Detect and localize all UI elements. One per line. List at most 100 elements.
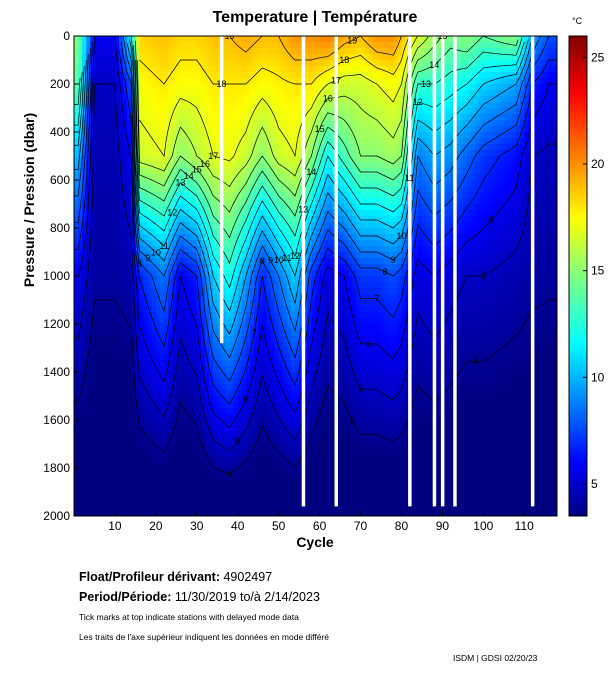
heatmap-cell — [237, 330, 243, 337]
heatmap-cell — [213, 348, 218, 355]
heatmap-cell — [262, 378, 267, 385]
heatmap-cell — [143, 354, 149, 361]
heatmap-cell — [254, 114, 259, 121]
heatmap-cell — [176, 186, 182, 193]
heatmap-cell — [286, 216, 292, 223]
heatmap-cell — [323, 84, 329, 91]
heatmap-cell — [78, 468, 83, 475]
heatmap-cell — [159, 156, 165, 163]
heatmap-cell — [290, 336, 296, 343]
heatmap-cell — [270, 480, 276, 487]
heatmap-cell — [204, 288, 210, 295]
heatmap-cell — [184, 54, 190, 61]
heatmap-cell — [94, 78, 100, 85]
heatmap-cell — [225, 246, 231, 253]
heatmap-cell — [262, 270, 267, 277]
heatmap-cell — [184, 168, 190, 175]
heatmap-cell — [213, 498, 218, 505]
heatmap-cell — [241, 252, 247, 259]
heatmap-cell — [217, 222, 222, 229]
heatmap-cell — [139, 210, 145, 217]
heatmap-cell — [168, 42, 173, 49]
heatmap-cell — [102, 438, 108, 445]
heatmap-cell — [114, 54, 120, 61]
heatmap-cell — [270, 510, 276, 516]
heatmap-cell — [323, 162, 329, 169]
heatmap-cell — [123, 438, 128, 445]
heatmap-cell — [192, 174, 198, 181]
heatmap-cell — [172, 120, 177, 127]
heatmap-cell — [250, 408, 255, 415]
heatmap-cell — [299, 270, 304, 277]
heatmap-cell — [131, 222, 136, 229]
heatmap-cell — [266, 438, 272, 445]
heatmap-cell — [237, 348, 243, 355]
heatmap-cell — [315, 210, 321, 217]
heatmap-cell — [82, 42, 87, 49]
heatmap-cell — [303, 276, 308, 283]
heatmap-cell — [262, 360, 267, 367]
heatmap-cell — [196, 474, 202, 481]
heatmap-cell — [229, 402, 235, 409]
heatmap-cell — [282, 270, 288, 277]
heatmap-cell — [147, 294, 153, 301]
heatmap-cell — [299, 372, 304, 379]
heatmap-cell — [278, 174, 284, 181]
heatmap-cell — [164, 126, 169, 133]
heatmap-cell — [315, 282, 321, 289]
heatmap-cell — [74, 138, 79, 145]
heatmap-cell — [266, 312, 272, 319]
heatmap-cell — [200, 210, 206, 217]
heatmap-cell — [233, 480, 239, 487]
heatmap-cell — [188, 504, 194, 511]
heatmap-cell — [139, 396, 145, 403]
heatmap-cell — [164, 138, 169, 145]
heatmap-cell — [204, 408, 210, 415]
heatmap-cell — [204, 420, 210, 427]
heatmap-cell — [258, 372, 263, 379]
heatmap-cell — [123, 198, 128, 205]
heatmap-cell — [270, 90, 276, 97]
heatmap-cell — [143, 246, 149, 253]
heatmap-cell — [237, 174, 243, 181]
heatmap-cell — [98, 348, 104, 355]
heatmap-cell — [110, 258, 116, 265]
heatmap-cell — [159, 72, 165, 79]
heatmap-cell — [221, 66, 227, 73]
heatmap-cell — [295, 66, 300, 73]
heatmap-cell — [106, 138, 112, 145]
heatmap-cell — [139, 156, 145, 163]
heatmap-cell — [262, 210, 267, 217]
heatmap-cell — [278, 234, 284, 241]
heatmap-cell — [98, 396, 104, 403]
heatmap-cell — [106, 282, 112, 289]
heatmap-cell — [282, 210, 288, 217]
heatmap-cell — [119, 192, 124, 199]
heatmap-cell — [94, 276, 100, 283]
heatmap-cell — [180, 174, 186, 181]
heatmap-cell — [147, 156, 153, 163]
heatmap-cell — [164, 264, 169, 271]
heatmap-cell — [295, 60, 300, 67]
heatmap-cell — [192, 312, 198, 319]
heatmap-cell — [131, 318, 136, 325]
heatmap-cell — [176, 126, 182, 133]
heatmap-cell — [295, 390, 300, 397]
heatmap-cell — [139, 228, 145, 235]
heatmap-cell — [221, 426, 227, 433]
heatmap-cell — [98, 318, 104, 325]
heatmap-cell — [106, 66, 112, 73]
heatmap-cell — [209, 450, 214, 457]
heatmap-cell — [159, 210, 165, 217]
heatmap-cell — [237, 240, 243, 247]
heatmap-cell — [254, 282, 259, 289]
heatmap-cell — [188, 330, 194, 337]
heatmap-cell — [127, 312, 132, 319]
heatmap-cell — [172, 216, 177, 223]
heatmap-cell — [135, 450, 141, 457]
heatmap-cell — [82, 366, 87, 373]
heatmap-cell — [90, 336, 96, 343]
heatmap-cell — [143, 468, 149, 475]
heatmap-cell — [204, 432, 210, 439]
heatmap-cell — [176, 342, 182, 349]
